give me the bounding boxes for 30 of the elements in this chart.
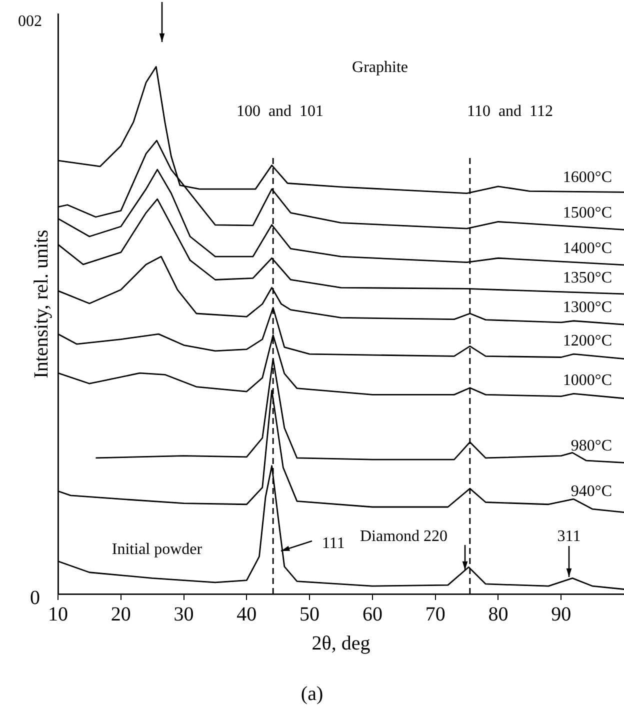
annotation: Graphite	[352, 59, 408, 76]
annotation: 100 and 101	[236, 103, 324, 120]
series-label: 1300°C	[562, 298, 612, 316]
x-tick-label: 50	[300, 603, 320, 626]
text: (a)	[300, 683, 324, 705]
series-label: 940°C	[570, 482, 612, 500]
series-label: 1200°C	[562, 332, 612, 350]
annotation: Initial powder	[112, 541, 203, 558]
x-tick-label: 30	[174, 603, 194, 626]
x-tick-label: 80	[488, 603, 508, 626]
x-axis-title: 2θ, deg	[312, 632, 370, 654]
y-axis-title: Intensity, rel. units	[30, 229, 52, 378]
series-label: 1400°C	[562, 240, 612, 257]
x-tick-label: 60	[362, 603, 382, 626]
series-label: 1500°C	[562, 204, 612, 222]
series-label: 980°C	[570, 438, 612, 455]
annotation: 110 and 112	[467, 103, 553, 120]
annotation: 311	[557, 528, 581, 545]
series-label: 1350°C	[562, 270, 612, 287]
annotation: 111	[322, 535, 345, 552]
x-tick-label: 70	[425, 603, 446, 626]
x-tick-label: 10	[48, 603, 68, 626]
annotation: Diamond 220	[360, 528, 448, 545]
x-tick-label: 40	[236, 603, 257, 626]
series-label: 1600°C	[562, 168, 612, 186]
x-tick-label: 90	[551, 603, 572, 626]
series-label: 1000°C	[562, 372, 612, 389]
text: 0	[30, 587, 40, 609]
x-tick-label: 20	[110, 603, 131, 626]
text: 002	[18, 13, 42, 30]
